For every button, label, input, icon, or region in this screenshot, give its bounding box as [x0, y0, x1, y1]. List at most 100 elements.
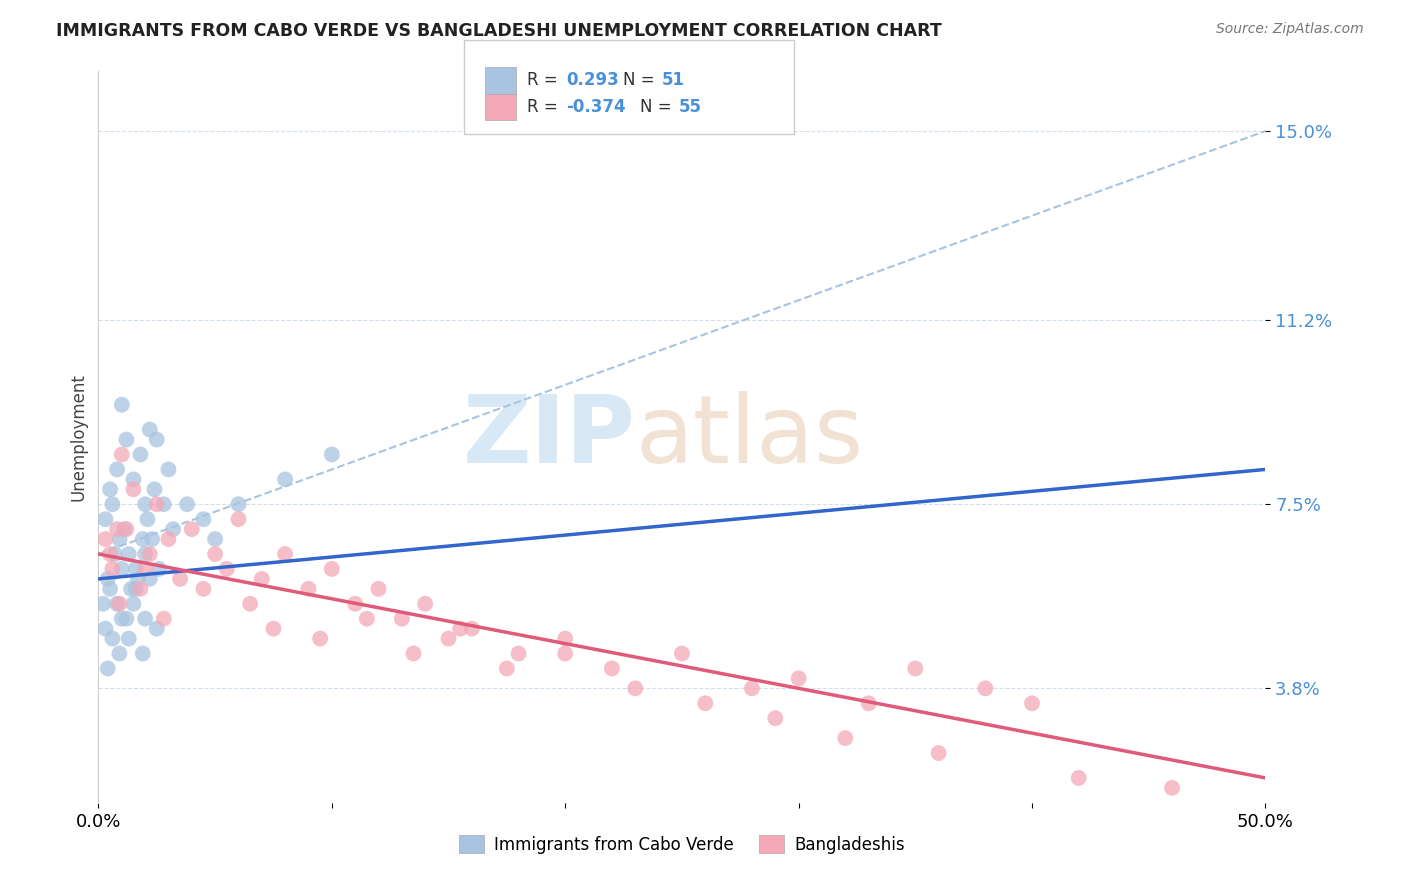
- Point: [134, 497, 156, 511]
- Text: 51: 51: [662, 71, 685, 89]
- Point: [101, 632, 124, 646]
- Point: [204, 547, 226, 561]
- Point: [928, 746, 950, 760]
- Point: [125, 582, 148, 596]
- Point: [763, 711, 786, 725]
- Point: [624, 681, 647, 696]
- Point: [695, 696, 717, 710]
- Point: [101, 562, 124, 576]
- Point: [111, 398, 134, 412]
- Text: ZIP: ZIP: [463, 391, 636, 483]
- Text: R =: R =: [527, 98, 564, 116]
- Point: [262, 622, 284, 636]
- Point: [143, 483, 166, 497]
- Point: [139, 423, 162, 437]
- Point: [1161, 780, 1184, 795]
- Point: [496, 661, 519, 675]
- Point: [152, 612, 174, 626]
- Point: [118, 547, 141, 561]
- Point: [105, 597, 128, 611]
- Point: [157, 462, 180, 476]
- Point: [139, 572, 162, 586]
- Point: [108, 532, 131, 546]
- Point: [129, 448, 152, 462]
- Point: [321, 562, 343, 576]
- Point: [105, 462, 128, 476]
- Point: [193, 512, 215, 526]
- Point: [97, 661, 120, 675]
- Point: [449, 622, 471, 636]
- Point: [139, 547, 162, 561]
- Point: [204, 532, 226, 546]
- Point: [115, 522, 138, 536]
- Point: [169, 572, 191, 586]
- Point: [97, 572, 120, 586]
- Point: [104, 547, 127, 561]
- Point: [402, 647, 425, 661]
- Point: [508, 647, 530, 661]
- Point: [741, 681, 763, 696]
- Point: [108, 597, 131, 611]
- Point: [858, 696, 880, 710]
- Point: [250, 572, 273, 586]
- Point: [91, 597, 114, 611]
- Point: [94, 512, 117, 526]
- Point: [125, 562, 148, 576]
- Point: [132, 532, 155, 546]
- Point: [132, 647, 155, 661]
- Point: [157, 532, 180, 546]
- Point: [356, 612, 378, 626]
- Point: [309, 632, 332, 646]
- Point: [974, 681, 997, 696]
- Point: [105, 522, 128, 536]
- Point: [437, 632, 460, 646]
- Point: [111, 562, 134, 576]
- Point: [134, 562, 156, 576]
- Legend: Immigrants from Cabo Verde, Bangladeshis: Immigrants from Cabo Verde, Bangladeshis: [453, 829, 911, 860]
- Point: [98, 547, 121, 561]
- Point: [129, 582, 152, 596]
- Point: [176, 497, 198, 511]
- Point: [94, 622, 117, 636]
- Point: [391, 612, 413, 626]
- Point: [141, 532, 163, 546]
- Point: [193, 582, 215, 596]
- Point: [115, 612, 138, 626]
- Point: [344, 597, 367, 611]
- Point: [108, 647, 131, 661]
- Point: [152, 497, 174, 511]
- Point: [274, 547, 297, 561]
- Point: [367, 582, 389, 596]
- Text: Source: ZipAtlas.com: Source: ZipAtlas.com: [1216, 22, 1364, 37]
- Point: [111, 448, 134, 462]
- Text: -0.374: -0.374: [567, 98, 626, 116]
- Point: [134, 547, 156, 561]
- Point: [215, 562, 238, 576]
- Point: [297, 582, 319, 596]
- Point: [1021, 696, 1043, 710]
- Point: [101, 497, 124, 511]
- Point: [671, 647, 693, 661]
- Point: [136, 512, 159, 526]
- Point: [146, 497, 169, 511]
- Point: [94, 532, 117, 546]
- Point: [904, 661, 927, 675]
- Point: [600, 661, 623, 675]
- Point: [112, 522, 135, 536]
- Point: [122, 472, 145, 486]
- Text: atlas: atlas: [636, 391, 863, 483]
- Point: [122, 597, 145, 611]
- Point: [461, 622, 484, 636]
- Point: [554, 647, 576, 661]
- Point: [127, 572, 149, 586]
- Text: 0.293: 0.293: [567, 71, 620, 89]
- Point: [274, 472, 297, 486]
- Text: N =: N =: [640, 98, 676, 116]
- Text: IMMIGRANTS FROM CABO VERDE VS BANGLADESHI UNEMPLOYMENT CORRELATION CHART: IMMIGRANTS FROM CABO VERDE VS BANGLADESH…: [56, 22, 942, 40]
- Point: [321, 448, 343, 462]
- Y-axis label: Unemployment: Unemployment: [69, 373, 87, 501]
- Point: [228, 512, 250, 526]
- Point: [115, 433, 138, 447]
- Point: [122, 483, 145, 497]
- Point: [134, 612, 156, 626]
